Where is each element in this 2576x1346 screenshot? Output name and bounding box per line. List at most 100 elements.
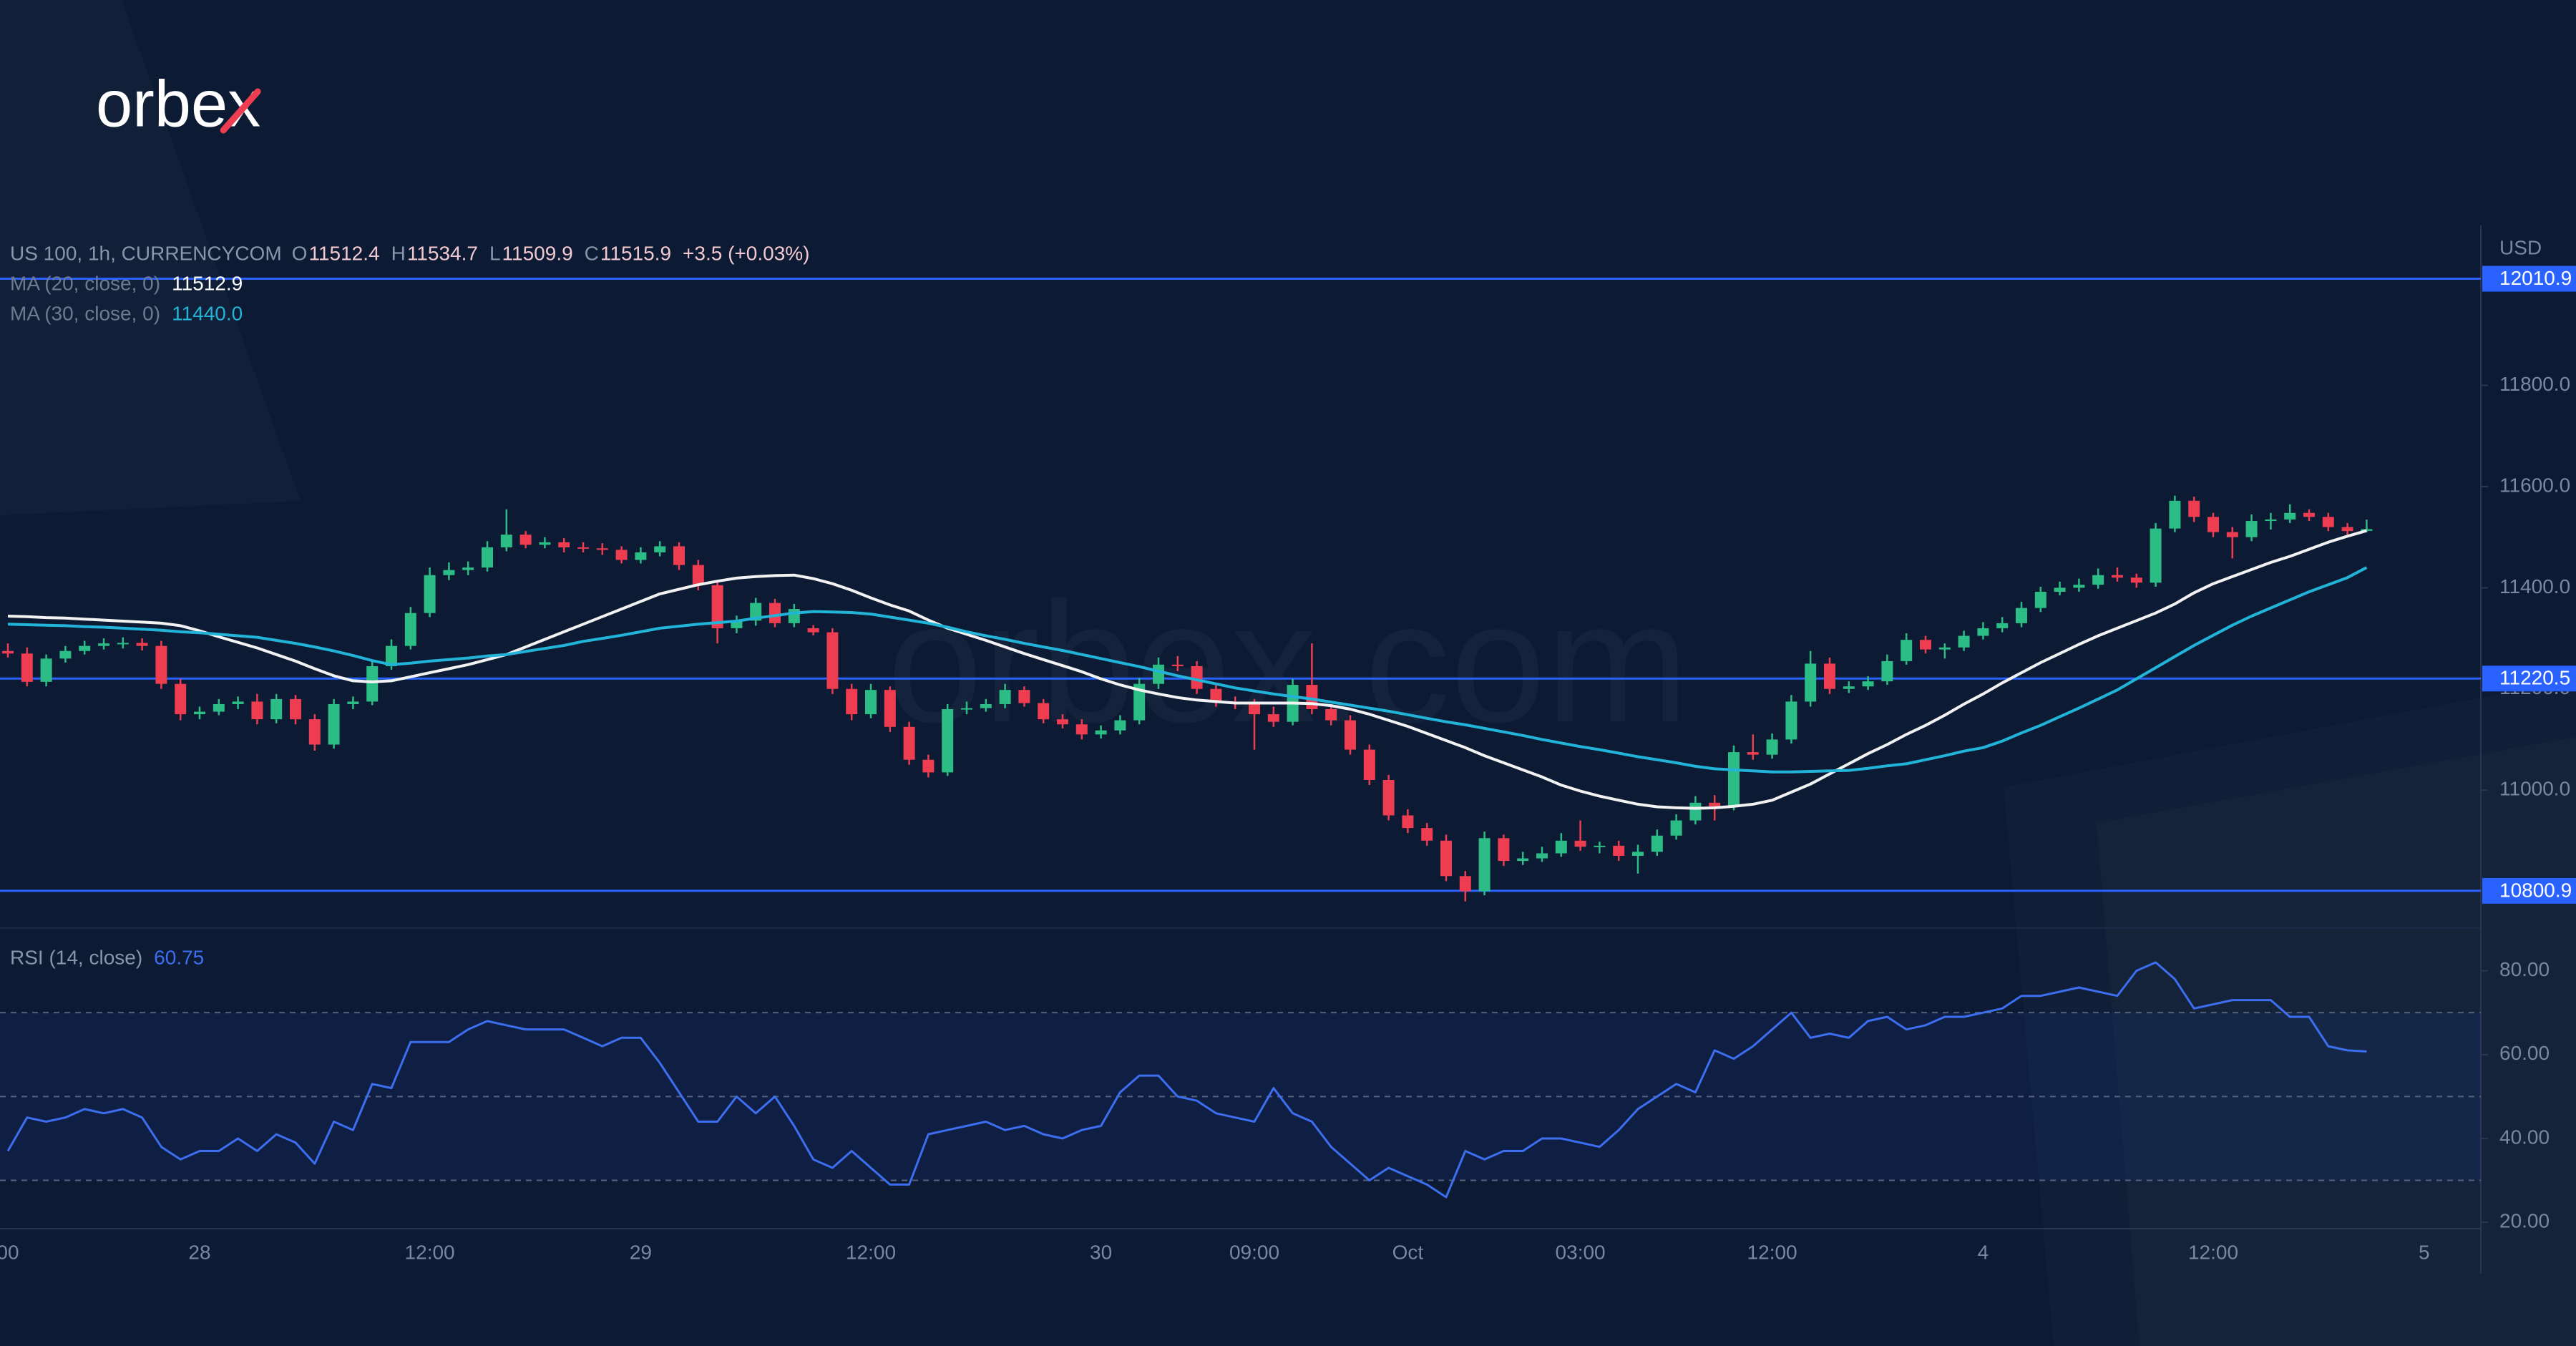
candle-body [1536,853,1548,859]
candle-body [1766,739,1778,755]
level-box [2482,877,2576,904]
y-tick-label: 11800.0 [2499,373,2570,395]
candle-body [2016,608,2027,623]
candle-body [635,552,647,560]
x-tick-label: 28 [188,1241,210,1263]
candle-body [1153,664,1164,684]
candle-body [980,703,992,708]
candle-body [1075,724,1088,735]
legend-text: 11509.9 [502,242,573,264]
candle-body [750,603,762,621]
candle-body [1574,840,1586,847]
candle-body [270,698,283,720]
candle-body [213,703,225,712]
candle-body [1114,720,1126,731]
candle-body [1977,628,1989,636]
candle-body [1594,845,1606,847]
candle-body [2207,517,2219,532]
axis-unit: USD [2499,236,2542,258]
candle-body [1805,663,1817,702]
candle-body [1421,828,1433,841]
candle-body [2,650,14,654]
candle-body [1191,665,1203,689]
candle-body [424,575,436,613]
x-tick-label: 09:00 [1229,1241,1279,1263]
candle-body [136,643,148,646]
candle-body [2245,521,2258,537]
ma-line [7,529,2367,810]
candle-body [500,535,512,547]
candle-body [1901,640,1913,661]
candle-body [519,535,532,545]
candle-body [807,628,819,633]
candle-body [1613,845,1625,857]
candle-body [1938,647,1951,650]
legend-text: L [489,242,501,264]
candle-body [903,726,915,760]
candle-body [2322,517,2334,527]
candle-body [40,658,52,682]
candle-body [1709,802,1721,806]
y-tick-label: 11400.0 [2499,575,2570,598]
legend-text: 11512.9 [172,272,243,294]
level-box [2482,265,2576,292]
x-tick-label: 03:00 [1556,1241,1606,1263]
candle-body [769,603,781,623]
candle-body [1843,686,1855,689]
candle-body [1728,752,1740,806]
legend-text: 60.75 [154,946,204,968]
candle-body [1478,838,1491,892]
candle-body [1171,664,1184,666]
candle-body [462,567,474,570]
candle-body [251,701,263,720]
candle-body [673,546,685,565]
candle-body [2130,577,2142,583]
rsi-tick-label: 20.00 [2499,1210,2550,1232]
legend-text: 11515.9 [600,242,671,264]
legend-text: MA (30, close, 0) [10,302,160,324]
ma-line [7,566,2368,774]
candle-body [1920,640,1931,650]
candle-body [577,547,589,549]
candle-body [1057,719,1068,725]
candle-body [865,690,877,715]
level-box [2482,665,2576,692]
candle-body [1632,852,1644,857]
legend-text: US 100, 1h, CURRENCYCOM [10,242,282,264]
x-tick-label: 12:00 [846,1241,896,1263]
x-tick-label: 00 [0,1241,19,1263]
candle-body [2361,529,2373,531]
candle-body [922,759,935,773]
candle-body [79,645,91,651]
candle-body [596,548,608,550]
candle-body [290,698,301,720]
candle-body [175,683,187,715]
candle-body [1249,703,1260,715]
candle-body [1210,688,1222,702]
candle-body [1440,840,1452,877]
rsi-tick-label: 60.00 [2499,1042,2550,1064]
candle-body [2303,512,2315,517]
candle-body [1095,730,1107,735]
candle-body [1862,681,1874,687]
x-tick-label: Oct [1392,1241,1424,1263]
candle-body [117,643,129,645]
candle-body [366,665,379,702]
candle-body [2034,592,2046,608]
candle-body [731,620,743,628]
rsi-tick-label: 40.00 [2499,1126,2550,1148]
legend-text: 11512.4 [308,242,379,264]
candle-body [1824,663,1835,689]
candle-body [1881,660,1893,682]
legend-text: 11440.0 [172,302,243,324]
candle-body [539,542,551,545]
candle-body [443,570,455,575]
watermark: orbex.com [887,566,1689,758]
candle-body [1517,858,1529,862]
candle-body [1306,685,1318,710]
candle-body [1018,690,1030,703]
candle-body [98,643,109,646]
candle-body [2284,512,2296,520]
